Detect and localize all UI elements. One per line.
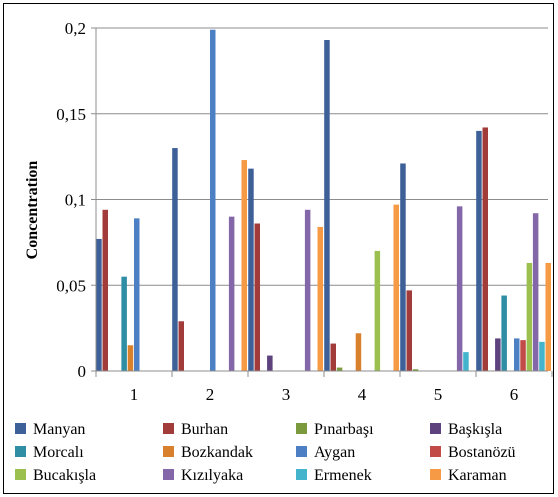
legend-swatch <box>430 423 441 434</box>
x-tick-labels: 1 2 3 4 5 6 <box>130 385 519 404</box>
legend-label: Manyan <box>33 421 85 438</box>
bar <box>355 333 362 371</box>
bar <box>374 250 381 371</box>
legend-swatch <box>163 446 174 457</box>
bar <box>532 213 539 371</box>
x-tick-label: 4 <box>358 385 367 404</box>
legend-swatch <box>430 446 441 457</box>
bar <box>393 204 399 371</box>
bar <box>456 206 463 371</box>
bar <box>228 216 235 371</box>
x-tick-label: 6 <box>510 385 519 404</box>
bar <box>254 223 260 371</box>
x-tick-label: 1 <box>130 385 139 404</box>
bar <box>501 295 507 371</box>
legend-label: Karaman <box>448 467 507 484</box>
y-tick-label: 0 <box>78 362 87 381</box>
legend-label: Bucakışla <box>33 467 96 484</box>
legend-swatch <box>430 469 441 480</box>
bar <box>545 262 551 371</box>
legend-swatch <box>15 423 26 434</box>
bar <box>178 321 184 371</box>
legend-label: Morcalı <box>33 444 84 461</box>
bar <box>520 340 526 371</box>
legend-swatch <box>163 469 174 480</box>
bar <box>267 355 273 371</box>
bar <box>495 338 501 371</box>
y-tick-label: 0,2 <box>65 19 86 38</box>
y-tick-label: 0,05 <box>56 276 86 295</box>
bar <box>96 238 102 371</box>
legend-swatch <box>296 423 307 434</box>
bar <box>102 209 108 371</box>
bar <box>482 127 488 371</box>
bar <box>526 262 533 371</box>
bar <box>127 345 134 371</box>
bar <box>134 218 140 371</box>
bar <box>324 40 330 371</box>
legend-label: Kızılyaka <box>181 467 243 484</box>
x-tick-label: 3 <box>282 385 291 404</box>
bar <box>210 29 216 372</box>
bar <box>463 352 469 371</box>
bar <box>539 341 545 371</box>
legend-label: Bostanözü <box>448 444 516 461</box>
legend-swatch <box>15 469 26 480</box>
y-tick-label: 0,15 <box>56 105 86 124</box>
legend-label: Ermenek <box>314 467 372 484</box>
legend-swatch <box>296 446 307 457</box>
axes <box>91 27 553 377</box>
bar <box>412 369 419 371</box>
x-tick-label: 2 <box>206 385 215 404</box>
bar <box>304 209 311 371</box>
bar <box>330 343 336 371</box>
bar <box>241 160 247 371</box>
y-tick-labels: 0 0,05 0,1 0,15 0,2 <box>56 19 86 381</box>
y-tick-label: 0,1 <box>65 191 86 210</box>
bar <box>248 168 254 371</box>
bar <box>172 148 178 371</box>
legend-label: Bozkandak <box>181 444 253 461</box>
legend-label: Başkışla <box>448 421 502 438</box>
bar <box>400 163 406 371</box>
bar <box>406 290 412 371</box>
legend-swatch <box>296 469 307 480</box>
legend: Manyan Burhan Pınarbaşı Başkışla Morcalı Bozk… <box>15 421 516 484</box>
y-axis-label: Concentration <box>24 161 41 260</box>
legend-swatch <box>15 446 26 457</box>
bar <box>336 367 343 371</box>
x-tick-label: 5 <box>434 385 443 404</box>
bar <box>121 276 127 371</box>
bars <box>96 29 551 372</box>
legend-label: Burhan <box>181 421 228 438</box>
legend-swatch <box>163 423 174 434</box>
bar <box>476 130 482 371</box>
bar <box>514 338 520 371</box>
bar <box>317 226 323 371</box>
legend-label: Pınarbaşı <box>314 421 374 438</box>
legend-label: Aygan <box>314 444 355 461</box>
